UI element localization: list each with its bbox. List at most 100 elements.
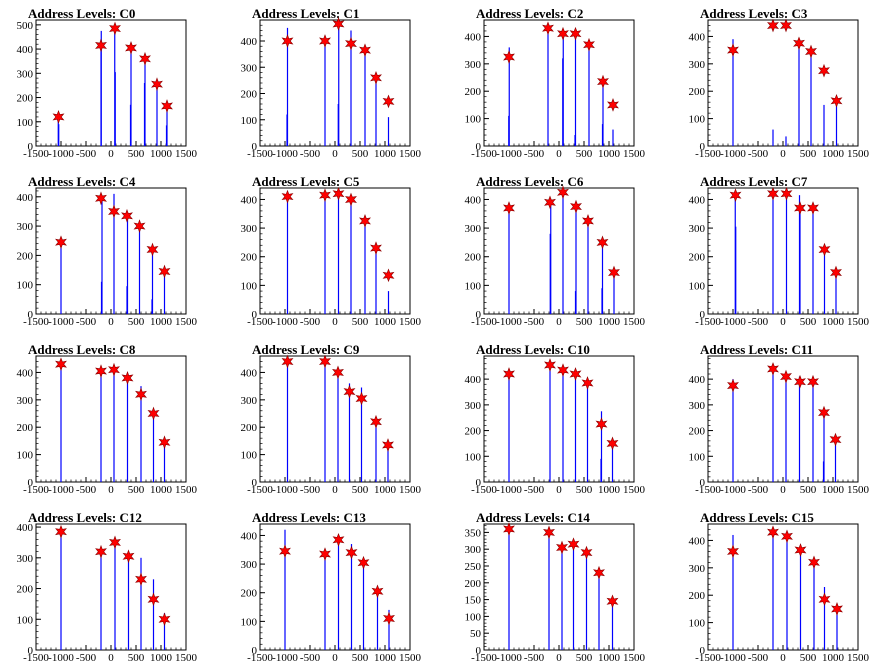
peak-marker: [583, 37, 595, 52]
y-tick-label: 300: [241, 395, 258, 407]
x-tick-label: 1500: [847, 148, 870, 160]
x-tick-label: -1000: [272, 148, 298, 160]
x-tick-label: 1000: [598, 652, 621, 664]
peak-marker: [780, 186, 793, 201]
y-tick-label: 400: [17, 44, 34, 56]
peak-marker: [829, 432, 842, 447]
peak-marker: [596, 235, 609, 250]
x-tick-label: 500: [576, 484, 593, 496]
peak-marker: [147, 406, 160, 421]
peak-marker: [109, 21, 121, 36]
peak-marker: [503, 201, 515, 215]
peak-marker: [767, 525, 779, 540]
x-tick-label: 1500: [175, 148, 198, 160]
x-tick-label: -1000: [48, 148, 74, 160]
x-tick-label: -1000: [720, 652, 746, 664]
x-tick-label: 1000: [374, 316, 397, 328]
peak-marker: [567, 537, 580, 552]
y-tick-label: 400: [689, 374, 706, 386]
x-tick-label: -1000: [48, 652, 74, 664]
peak-marker: [581, 376, 594, 390]
y-tick-label: 100: [689, 114, 706, 126]
x-tick-label: -500: [300, 484, 321, 496]
y-tick-label: 300: [689, 563, 706, 575]
peak-marker: [607, 98, 619, 112]
x-tick-label: 500: [800, 484, 817, 496]
y-tick-label: 100: [241, 450, 258, 462]
x-tick-label: 0: [556, 316, 562, 328]
x-tick-label: -1500: [471, 484, 497, 496]
x-tick-label: 1500: [175, 652, 198, 664]
y-tick-label: 400: [17, 192, 34, 204]
plot-frame: [483, 19, 635, 147]
peak-marker: [830, 265, 842, 280]
y-tick-label: 0: [28, 645, 34, 657]
x-tick-label: -500: [524, 652, 545, 664]
peak-marker: [332, 532, 345, 547]
x-tick-label: 1500: [623, 484, 646, 496]
peak-marker: [345, 545, 358, 560]
x-tick-label: 0: [108, 652, 114, 664]
y-tick-label: 100: [465, 451, 482, 463]
peak-marker: [793, 36, 805, 51]
peak-marker: [95, 191, 107, 206]
plot-frame: [707, 523, 859, 651]
chart-title: Address Levels: C2: [476, 6, 583, 21]
y-tick-label: 400: [241, 367, 258, 379]
peak-marker: [794, 374, 806, 389]
x-tick-label: -500: [748, 484, 769, 496]
y-tick-label: 250: [465, 561, 482, 573]
peak-marker: [370, 70, 382, 85]
peak-marker: [158, 264, 171, 279]
peak-marker: [383, 611, 395, 626]
y-tick-label: 0: [28, 141, 34, 153]
x-tick-label: 500: [576, 652, 593, 664]
x-tick-label: -1000: [720, 148, 746, 160]
x-tick-label: 500: [576, 148, 593, 160]
x-tick-label: -500: [300, 148, 321, 160]
plot-frame: [707, 19, 859, 147]
peak-marker: [370, 414, 382, 429]
x-tick-label: -1000: [496, 316, 522, 328]
y-tick-label: 300: [17, 553, 34, 565]
y-tick-label: 100: [689, 280, 706, 292]
x-tick-label: -1000: [496, 484, 522, 496]
x-tick-label: 500: [800, 316, 817, 328]
chart-title: Address Levels: C10: [476, 342, 590, 357]
x-tick-label: -1500: [695, 148, 721, 160]
x-tick-label: -500: [524, 316, 545, 328]
x-tick-label: 1000: [598, 148, 621, 160]
y-tick-label: 200: [465, 426, 482, 438]
x-tick-label: 1500: [399, 484, 422, 496]
x-tick-label: 1500: [399, 652, 422, 664]
y-tick-label: 200: [241, 252, 258, 264]
peak-marker: [359, 43, 371, 58]
peak-marker: [831, 602, 843, 616]
x-tick-label: 1500: [175, 484, 198, 496]
x-tick-label: -1500: [23, 316, 49, 328]
peak-marker: [727, 43, 739, 57]
x-tick-label: 1500: [399, 316, 422, 328]
peak-marker: [125, 41, 137, 55]
peak-marker: [133, 219, 146, 234]
y-tick-label: 300: [241, 559, 258, 571]
peak-marker: [582, 214, 594, 228]
x-tick-label: 500: [128, 652, 145, 664]
peak-marker: [606, 594, 619, 609]
y-tick-label: 400: [689, 194, 706, 206]
peak-marker: [151, 77, 163, 92]
y-tick-label: 400: [689, 535, 706, 547]
plot-frame: [259, 187, 411, 315]
x-tick-label: 1000: [598, 316, 621, 328]
peak-marker: [319, 354, 331, 369]
x-tick-label: -500: [300, 652, 321, 664]
y-tick-label: 100: [17, 614, 34, 626]
y-tick-label: 100: [241, 280, 258, 292]
x-tick-label: 1000: [598, 484, 621, 496]
chart-panel-9: Address Levels: C9 0 100 200 300 400 -1500 -100…: [241, 342, 422, 496]
x-tick-label: 1500: [623, 316, 646, 328]
x-tick-label: -1000: [48, 484, 74, 496]
chart-title: Address Levels: C3: [700, 6, 808, 21]
y-tick-label: 200: [241, 89, 258, 101]
x-tick-label: 0: [780, 148, 786, 160]
